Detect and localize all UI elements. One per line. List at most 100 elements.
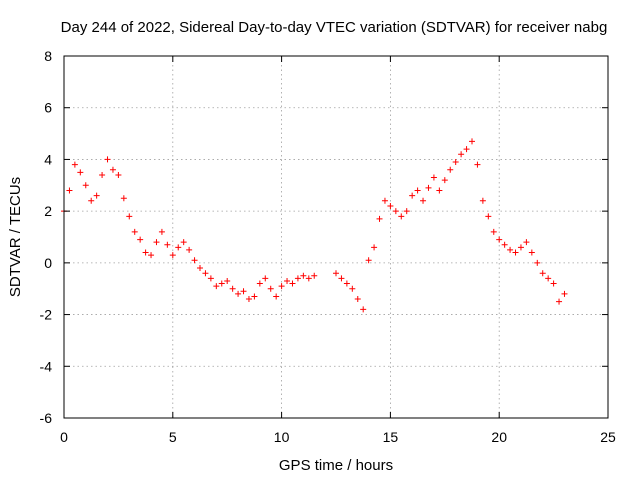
y-tick-label: -6 (40, 410, 53, 426)
data-point (545, 275, 552, 282)
data-point (311, 272, 318, 279)
data-point (224, 277, 231, 284)
data-points (61, 138, 568, 313)
data-point (131, 228, 138, 235)
data-point (120, 195, 127, 202)
data-point (441, 177, 448, 184)
data-point (88, 197, 95, 204)
y-tick-label: -4 (40, 358, 53, 374)
data-point (409, 192, 416, 199)
data-point (126, 213, 133, 220)
data-point (77, 169, 84, 176)
data-point (289, 280, 296, 287)
data-point (452, 159, 459, 166)
y-tick-label: 4 (44, 151, 52, 167)
data-point (66, 187, 73, 194)
data-point (392, 208, 399, 215)
data-point (436, 187, 443, 194)
data-point (99, 171, 106, 178)
data-point (479, 197, 486, 204)
x-tick-label: 5 (169, 429, 177, 445)
data-point (104, 156, 111, 163)
data-point (180, 239, 187, 246)
data-point (251, 293, 258, 300)
axes: 0 5 10 15 20 25 -6 -4 -2 0 2 4 6 8 (40, 48, 616, 445)
data-point (278, 283, 285, 290)
data-point (539, 270, 546, 277)
data-point (371, 244, 378, 251)
data-point (109, 166, 116, 173)
x-tick-label: 20 (491, 429, 507, 445)
chart-title: Day 244 of 2022, Sidereal Day-to-day VTE… (61, 19, 608, 36)
data-point (284, 277, 291, 284)
data-point (414, 187, 421, 194)
data-point (561, 290, 568, 297)
grid-lines (64, 56, 608, 418)
y-tick-label: 0 (44, 255, 52, 271)
data-point (463, 146, 470, 153)
data-point (338, 275, 345, 282)
data-point (93, 192, 100, 199)
data-point (528, 249, 535, 256)
data-point (507, 246, 514, 253)
y-tick-label: 6 (44, 100, 52, 116)
data-point (517, 244, 524, 251)
x-tick-label: 25 (600, 429, 616, 445)
y-tick-label: 8 (44, 48, 52, 64)
data-point (381, 197, 388, 204)
data-point (333, 270, 339, 277)
data-point (550, 280, 557, 287)
data-point (273, 293, 280, 300)
data-point (202, 270, 209, 277)
x-tick-label: 0 (60, 429, 68, 445)
data-point (501, 241, 508, 248)
data-point (387, 202, 394, 209)
data-point (512, 249, 519, 256)
data-point (186, 246, 193, 253)
data-point (398, 213, 405, 220)
data-point (262, 275, 269, 282)
data-point (256, 280, 263, 287)
data-point (158, 228, 165, 235)
data-point (218, 280, 225, 287)
data-point (137, 236, 144, 243)
x-tick-label: 10 (274, 429, 290, 445)
data-point (376, 215, 383, 222)
data-point (153, 239, 160, 246)
y-tick-label: -2 (40, 307, 53, 323)
data-point (354, 296, 361, 303)
data-point (490, 228, 497, 235)
data-point (191, 257, 198, 264)
data-point (213, 283, 220, 290)
data-point (175, 244, 182, 251)
data-point (240, 288, 247, 295)
data-point (115, 171, 122, 178)
data-point (197, 265, 203, 272)
y-tick-label: 2 (44, 203, 52, 219)
data-point (235, 290, 242, 297)
data-point (534, 259, 541, 266)
data-point (425, 184, 432, 191)
data-point (420, 197, 427, 204)
data-point (360, 306, 367, 313)
data-point (365, 257, 372, 264)
data-point (403, 208, 410, 215)
y-axis-label: SDTVAR / TECUs (7, 177, 24, 297)
data-point (71, 161, 78, 168)
data-point (430, 174, 437, 181)
data-point (496, 236, 503, 243)
data-point (305, 275, 312, 282)
data-point (164, 241, 171, 248)
data-point (267, 285, 274, 292)
data-point (229, 285, 236, 292)
data-point (300, 272, 307, 279)
data-point (349, 285, 356, 292)
data-point (556, 298, 563, 305)
data-point (458, 151, 465, 158)
data-point (343, 280, 350, 287)
data-point (82, 182, 89, 189)
x-tick-label: 15 (383, 429, 399, 445)
data-point (169, 252, 176, 259)
